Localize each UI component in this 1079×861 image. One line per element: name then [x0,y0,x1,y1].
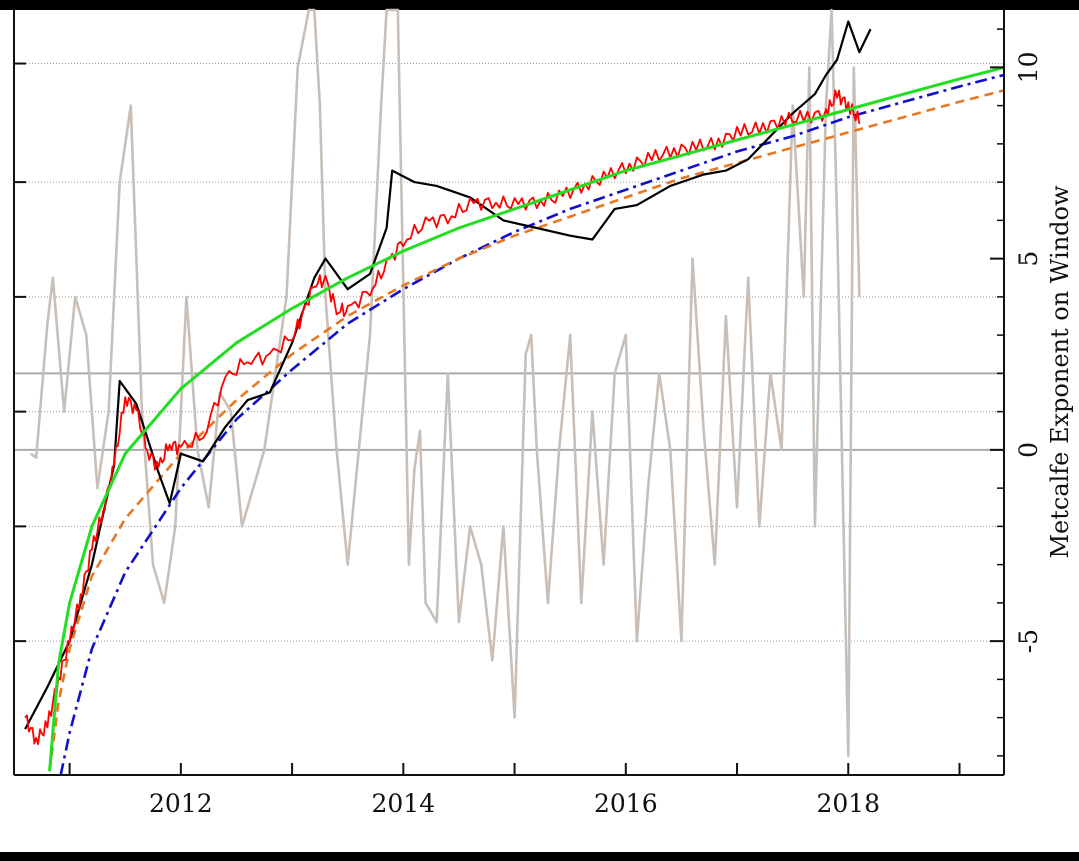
series-group [24,8,1005,776]
exponent-line [29,8,861,758]
right-axis-ticks: 10 5 0 -5 [990,28,1043,757]
x-tick-label-3: 2018 [816,789,880,818]
x-tick-label-1: 2014 [372,789,436,818]
fit-green-line [48,65,1005,772]
right-tick-label-0: 10 [1014,51,1043,83]
x-tick-label-2: 2016 [594,789,658,818]
x-axis-ticks: 2012 2014 2016 2018 [68,763,961,818]
right-axis-label: Metcalfe Exponent on Window [1046,185,1074,559]
bottom-black-bar [0,852,1079,861]
right-tick-label-1: 5 [1014,251,1043,267]
fit-orange-line [48,89,1005,772]
left-axis-ticks [14,62,26,776]
x-tick-label-0: 2012 [149,789,213,818]
right-tick-label-3: -5 [1014,629,1043,653]
price-line [24,20,872,730]
model-line [24,89,861,746]
plot-background [0,10,1079,852]
fit-blue-line [59,73,1005,776]
right-tick-label-2: 0 [1014,442,1043,458]
top-black-bar [0,0,1079,10]
